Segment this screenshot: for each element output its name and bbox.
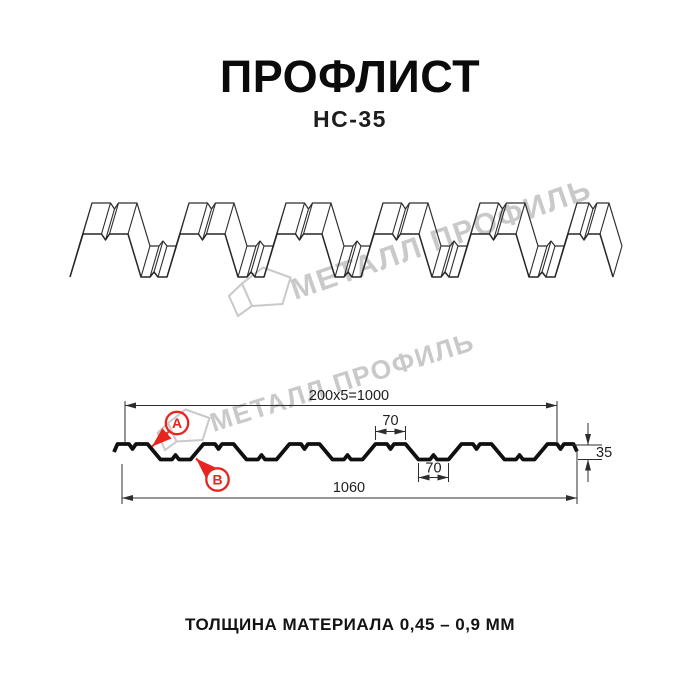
dimensions (121, 401, 602, 504)
callout-a-circle (164, 410, 190, 436)
callout-b-label: В (212, 472, 222, 488)
callout-a-label: А (172, 415, 182, 431)
dimension-rib-bottom-label: 70 (425, 461, 441, 477)
watermark-brand-text: МЕТАЛЛ ПРОФИЛЬ (206, 326, 478, 437)
watermark-brand-text: МЕТАЛЛ ПРОФИЛЬ (287, 172, 597, 306)
model-code: НС-35 (313, 106, 387, 132)
dimension-overall-width-label: 1060 (333, 480, 365, 496)
callout-b-arrow (195, 457, 216, 478)
callout-b-circle (205, 467, 230, 492)
profile-3d-view (69, 202, 623, 278)
dimension-height-label: 35 (596, 445, 612, 461)
page-title: ПРОФЛИСТ (219, 51, 481, 102)
dimension-labels: 200x5=1000 70 70 1060 35 (309, 388, 612, 496)
section-view (112, 442, 579, 462)
callout-a-arrow (151, 427, 172, 448)
metall-profil-logo-icon (227, 266, 292, 318)
face-callouts: А В (151, 410, 230, 492)
footer-note: ТОЛЩИНА МАТЕРИАЛА 0,45 – 0,9 ММ (185, 615, 515, 634)
dimension-pitch-label: 200x5=1000 (309, 388, 389, 404)
watermark-top: МЕТАЛЛ ПРОФИЛЬ (227, 172, 597, 318)
dimension-rib-top-label: 70 (382, 413, 398, 429)
